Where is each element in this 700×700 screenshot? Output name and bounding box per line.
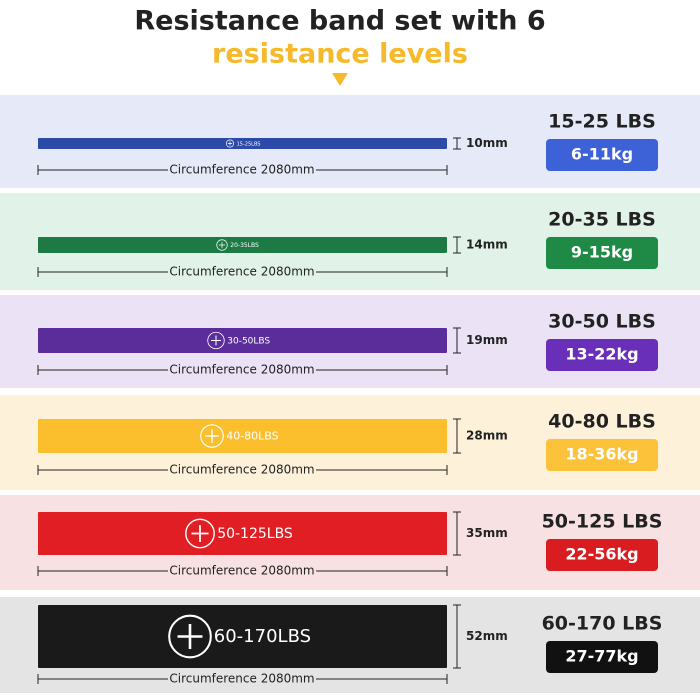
circumference: Circumference 2080mm [169,672,314,686]
kg-pill [546,641,658,673]
circumference: Circumference 2080mm [169,363,314,377]
band-row: 60-170LBS 52mm Circumference 2080mm 60-170 … [0,597,700,693]
band-label: 15-25LBS [237,142,261,148]
band-icon-cross [191,524,209,543]
band-icon [185,518,215,549]
kg: 13-22kg [565,345,638,364]
thickness: 35mm [466,526,508,540]
band-icon [226,139,234,148]
band [38,328,447,353]
kg-pill [546,339,658,371]
lbs: 50-125 LBS [542,511,663,533]
thickness: 52mm [466,629,508,643]
kg: 27-77kg [565,647,638,666]
band-label: 20-35LBS [230,242,259,249]
kg-pill [546,237,658,269]
band-icon-cross [227,141,233,146]
thickness: 14mm [466,238,508,252]
thickness-marker [453,137,461,150]
lbs: 15-25 LBS [548,111,656,133]
thickness-marker [453,511,461,556]
kg: 6-11kg [571,145,633,164]
band-label: 40-80LBS [226,430,278,443]
band-label: 60-170LBS [214,626,311,647]
band-row: 15-25LBS 10mm Circumference 2080mm 15-25 LB… [0,95,700,188]
kg-pill [546,439,658,471]
lbs: 20-35 LBS [548,209,656,231]
title: Resistance band set with 6 [134,6,545,37]
band [38,138,447,149]
thickness-marker [453,604,461,669]
circumference-line [37,267,448,277]
band-icon-cross [177,624,203,649]
band-icon [200,424,224,448]
kg: 18-36kg [565,445,638,464]
band-row: 50-125LBS 35mm Circumference 2080mm 50-125 … [0,495,700,590]
circumference: Circumference 2080mm [169,163,314,177]
kg-pill [546,139,658,171]
thickness-marker [453,327,461,354]
circumference: Circumference 2080mm [169,265,314,279]
band-label: 30-50LBS [227,337,270,347]
band-row: 20-35LBS 14mm Circumference 2080mm 20-35 LB… [0,193,700,290]
lbs: 30-50 LBS [548,311,656,333]
band-icon [207,331,225,350]
circumference-line [37,165,448,175]
kg: 22-56kg [565,545,638,564]
circumference: Circumference 2080mm [169,463,314,477]
thickness: 19mm [466,333,508,347]
band-icon-cross [218,241,226,249]
band-label: 50-125LBS [217,526,293,542]
kg: 9-15kg [571,243,633,262]
band [38,512,447,555]
kg-pill [546,539,658,571]
arrow-down [332,73,348,86]
thickness: 10mm [466,136,508,150]
band-row: 40-80LBS 28mm Circumference 2080mm 40-80 LB… [0,395,700,490]
band-icon [168,614,212,659]
thickness-marker [453,418,461,454]
circumference-line [37,465,448,475]
band [38,419,447,453]
circumference-line [37,566,448,576]
rows: 15-25LBS 10mm Circumference 2080mm 15-25 LB… [0,95,700,693]
band [38,237,447,253]
band-icon-cross [211,335,221,346]
band-icon [216,239,228,251]
band [38,605,447,668]
band-row: 30-50LBS 19mm Circumference 2080mm 30-50 LB… [0,295,700,388]
lbs: 40-80 LBS [548,411,656,433]
subtitle: resistance levels [212,39,468,70]
circumference: Circumference 2080mm [169,564,314,578]
circumference-line [37,365,448,375]
thickness: 28mm [466,429,508,443]
band-icon-cross [205,429,219,443]
thickness-marker [453,236,461,254]
lbs: 60-170 LBS [542,613,663,635]
circumference-line [37,674,448,684]
